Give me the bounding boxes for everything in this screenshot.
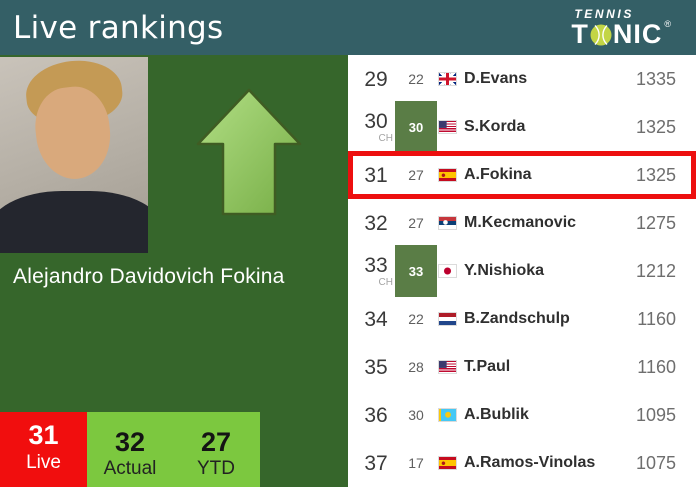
- player-short-name: M.Kecmanovic: [464, 214, 577, 231]
- rank-number: 29: [364, 67, 388, 91]
- country-flag-icon: [439, 409, 456, 421]
- live-rank-box[interactable]: 31 Live: [0, 412, 87, 487]
- player-short-name: A.Ramos-Vinolas: [464, 454, 596, 471]
- career-high-number: 30: [408, 119, 424, 135]
- rank-number: 34: [364, 307, 388, 331]
- ytd-rank-value: 27: [200, 426, 232, 457]
- table-row[interactable]: 33 CH 33 Y.Nishioka 1212: [348, 245, 696, 297]
- player-short-name: S.Korda: [464, 118, 526, 135]
- points-value: 1275: [635, 212, 676, 233]
- player-photo: [0, 57, 148, 253]
- points-value: 1325: [635, 116, 676, 137]
- career-high-number: 30: [408, 407, 424, 423]
- country-flag-icon: [439, 265, 456, 277]
- actual-ytd-box: 32 Actual 27 YTD: [87, 412, 260, 487]
- player-short-name: A.Bublik: [464, 406, 529, 423]
- header-bar: Live rankings TENNIS T NIC ®: [0, 0, 696, 55]
- country-flag-icon: [439, 217, 456, 229]
- registered-mark: ®: [664, 18, 672, 29]
- page-title: Live rankings: [13, 9, 224, 46]
- rank-number: 33: [364, 253, 388, 277]
- career-high-badge: 30: [395, 101, 437, 153]
- actual-rank-value: 32: [114, 426, 146, 457]
- rank-number: 31: [364, 163, 388, 187]
- country-flag-icon: [439, 457, 456, 469]
- player-full-name: Alejandro Davidovich Fokina: [13, 265, 285, 288]
- country-flag-icon: [439, 361, 456, 373]
- points-value: 1325: [635, 164, 676, 185]
- points-value: 1095: [635, 404, 676, 425]
- points-value: 1335: [635, 68, 676, 89]
- tennis-ball-icon: [590, 24, 612, 46]
- player-short-name: T.Paul: [464, 358, 511, 375]
- country-flag-icon: [439, 169, 456, 181]
- table-row[interactable]: 35 28 T.Paul 1160: [348, 343, 696, 391]
- actual-rank-label: Actual: [103, 458, 157, 480]
- rank-number: 35: [364, 355, 388, 379]
- photo-body-shape: [0, 191, 148, 253]
- logo-letters-nic: NIC: [612, 18, 663, 49]
- career-high-number: 27: [408, 167, 424, 183]
- logo-letter-t: T: [571, 18, 589, 49]
- player-short-name: D.Evans: [464, 70, 528, 87]
- player-short-name: Y.Nishioka: [464, 262, 545, 279]
- country-flag-icon: [439, 73, 456, 85]
- ranking-summary: 31 Live 32 Actual 27 YTD: [0, 412, 260, 487]
- career-high-label: CH: [378, 132, 393, 144]
- country-flag-icon: [439, 313, 456, 325]
- rankings-table: 29 22 D.Evans 1335 30 CH 30 S.Korda: [348, 55, 696, 487]
- career-high-label: CH: [378, 276, 393, 288]
- career-high-number: 17: [408, 455, 424, 471]
- points-value: 1160: [637, 308, 676, 329]
- live-rank-value: 31: [28, 420, 59, 450]
- table-row[interactable]: 30 CH 30 S.Korda 1325: [348, 101, 696, 153]
- career-high-number: 27: [408, 215, 424, 231]
- table-row[interactable]: 37 17 A.Ramos-Vinolas 1075: [348, 439, 696, 487]
- player-panel: Alejandro Davidovich Fokina 31 Live 32 A…: [0, 55, 348, 487]
- rank-number: 30: [364, 109, 388, 133]
- table-row-highlighted[interactable]: 31 27 A.Fokina 1325: [348, 151, 696, 199]
- career-high-number: 28: [408, 359, 424, 375]
- table-row[interactable]: 36 30 A.Bublik 1095: [348, 391, 696, 439]
- rank-number: 32: [364, 211, 388, 235]
- rank-number: 37: [364, 451, 388, 475]
- career-high-number: 33: [408, 263, 424, 279]
- country-flag-icon: [439, 121, 456, 133]
- ytd-rank-box[interactable]: 27 YTD: [173, 419, 259, 481]
- ytd-rank-label: YTD: [197, 458, 235, 480]
- rank-number: 36: [364, 403, 388, 427]
- career-high-number: 22: [408, 71, 424, 87]
- career-high-number: 22: [408, 311, 424, 327]
- career-high-badge: 33: [395, 245, 437, 297]
- points-value: 1160: [637, 356, 676, 377]
- table-row[interactable]: 34 22 B.Zandschulp 1160: [348, 295, 696, 343]
- rank-up-arrow-icon: [196, 88, 302, 216]
- live-rank-label: Live: [26, 451, 61, 473]
- actual-rank-box[interactable]: 32 Actual: [87, 419, 173, 481]
- player-short-name: B.Zandschulp: [464, 310, 570, 327]
- tennis-tonic-logo[interactable]: TENNIS T NIC ®: [571, 8, 672, 48]
- points-value: 1212: [635, 260, 676, 281]
- logo-tennis-text: TENNIS: [574, 6, 634, 21]
- logo-tonic-text: T NIC ®: [571, 18, 672, 49]
- points-value: 1075: [635, 452, 676, 473]
- table-row[interactable]: 32 27 M.Kecmanovic 1275: [348, 199, 696, 247]
- player-short-name: A.Fokina: [464, 166, 532, 183]
- table-row[interactable]: 29 22 D.Evans 1335: [348, 55, 696, 103]
